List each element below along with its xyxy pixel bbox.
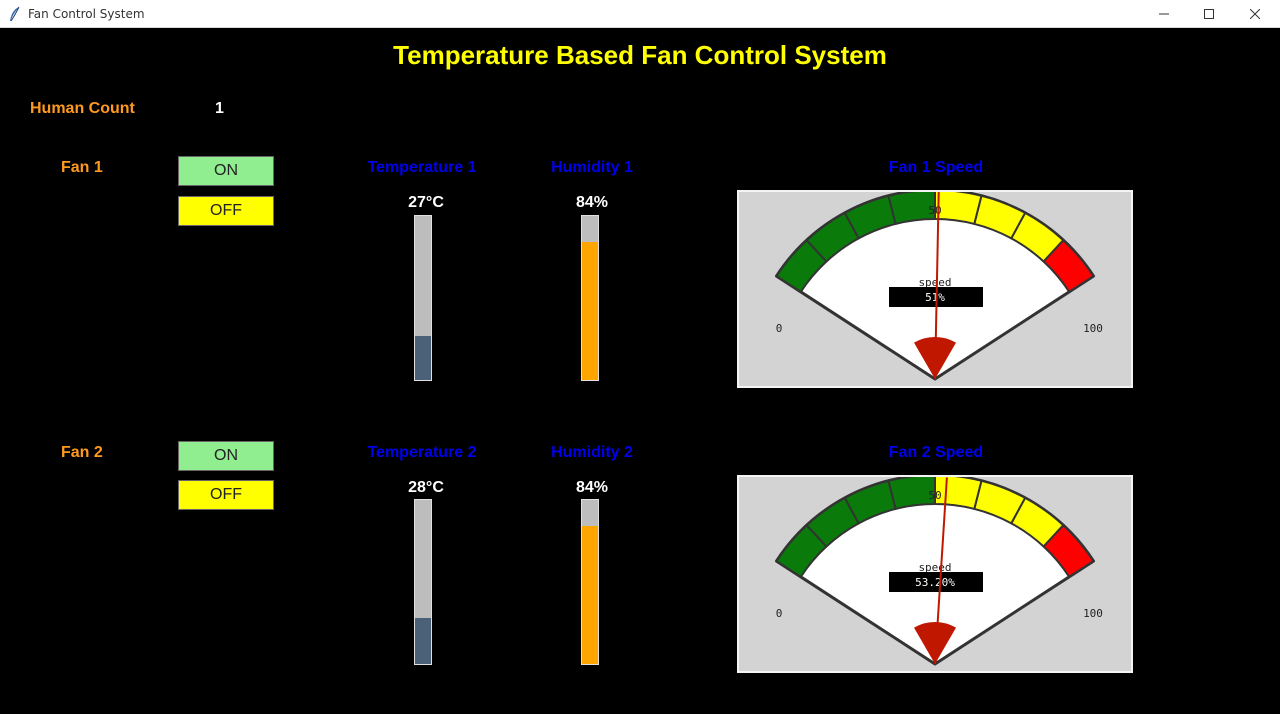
gauge-value-box bbox=[889, 572, 983, 592]
temperature2-value: 28°C bbox=[408, 479, 444, 496]
gauge-min-label: 0 bbox=[776, 322, 783, 335]
human-count-value: 1 bbox=[215, 100, 224, 117]
fan1-speed-label: Fan 1 Speed bbox=[888, 159, 984, 176]
fan2-label: Fan 2 bbox=[61, 444, 103, 461]
gauge-mid-label: 50 bbox=[928, 489, 941, 502]
gauge-value-text: 53.20% bbox=[915, 576, 955, 589]
temperature2-bar-fill bbox=[415, 618, 431, 664]
gauge-max-label: 100 bbox=[1083, 322, 1103, 335]
gauge-value-text: 51% bbox=[925, 291, 945, 304]
temperature1-value: 27°C bbox=[408, 194, 444, 211]
gauge-band-segment bbox=[1042, 523, 1095, 579]
temperature2-label: Temperature 2 bbox=[367, 444, 477, 461]
fan2-speed-gauge: 0 50 100 speed 53.20% bbox=[737, 475, 1133, 673]
minimize-button[interactable] bbox=[1141, 0, 1187, 28]
gauge-mid-label: 50 bbox=[928, 204, 941, 217]
fan2-on-button[interactable]: ON bbox=[178, 441, 274, 471]
humidity1-bar bbox=[581, 215, 599, 381]
fan1-on-button[interactable]: ON bbox=[178, 156, 274, 186]
window-title: Fan Control System bbox=[28, 7, 145, 21]
feather-icon bbox=[10, 6, 20, 22]
gauge-caption: speed bbox=[918, 561, 951, 574]
temperature1-bar bbox=[414, 215, 432, 381]
fan2-speed-label: Fan 2 Speed bbox=[888, 444, 984, 461]
temperature1-bar-fill bbox=[415, 335, 431, 380]
maximize-button[interactable] bbox=[1186, 0, 1232, 28]
fan2-off-button[interactable]: OFF bbox=[178, 480, 274, 510]
humidity2-bar-fill bbox=[582, 526, 598, 664]
humidity1-value: 84% bbox=[575, 194, 609, 211]
gauge-band-segment bbox=[934, 192, 983, 226]
human-count-label: Human Count bbox=[30, 100, 135, 117]
fan2-gauge-svg: 0 50 100 speed 53.20% bbox=[774, 477, 1103, 666]
gauge-band-segment bbox=[1042, 238, 1095, 294]
minimize-icon bbox=[1159, 13, 1169, 15]
temperature1-label: Temperature 1 bbox=[367, 159, 477, 176]
gauge-max-label: 100 bbox=[1083, 607, 1103, 620]
close-button[interactable] bbox=[1232, 0, 1278, 28]
gauge-needle bbox=[934, 477, 948, 665]
fan1-speed-gauge: 0 50 100 speed 51% bbox=[737, 190, 1133, 388]
window-titlebar: Fan Control System bbox=[0, 0, 1280, 28]
gauge-min-label: 0 bbox=[776, 607, 783, 620]
humidity1-bar-fill bbox=[582, 242, 598, 380]
fan1-gauge-svg: 0 50 100 speed 51% bbox=[774, 192, 1103, 381]
gauge-needle bbox=[934, 192, 940, 380]
close-icon bbox=[1250, 9, 1260, 19]
maximize-icon bbox=[1204, 9, 1214, 19]
gauge-band-segment bbox=[934, 477, 983, 511]
temperature2-bar bbox=[414, 499, 432, 665]
humidity2-value: 84% bbox=[575, 479, 609, 496]
page-title: Temperature Based Fan Control System bbox=[393, 40, 887, 70]
fan1-label: Fan 1 bbox=[61, 159, 103, 176]
humidity2-bar bbox=[581, 499, 599, 665]
humidity1-label: Humidity 1 bbox=[551, 159, 633, 176]
fan1-off-button[interactable]: OFF bbox=[178, 196, 274, 226]
gauge-hub bbox=[914, 622, 956, 664]
humidity2-label: Humidity 2 bbox=[551, 444, 633, 461]
gauge-caption: speed bbox=[918, 276, 951, 289]
